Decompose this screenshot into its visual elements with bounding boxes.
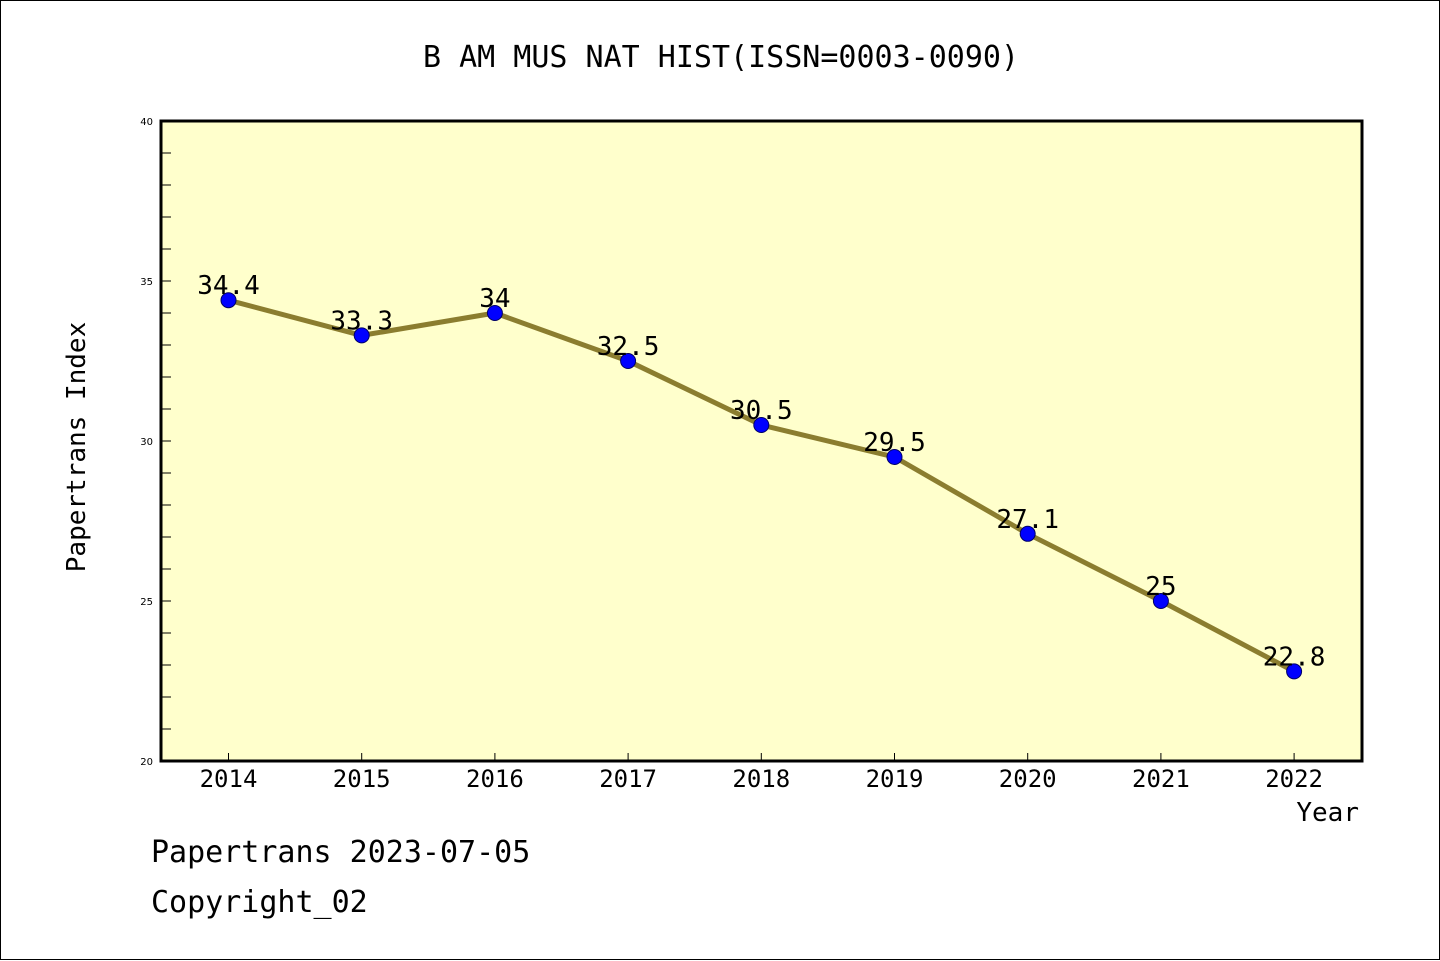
x-tick-label: 2014 — [200, 765, 258, 793]
x-tick-label: 2017 — [599, 765, 657, 793]
y-tick-label: 25 — [140, 597, 153, 608]
x-tick-label: 2021 — [1132, 765, 1190, 793]
x-axis-label: Year — [1296, 798, 1359, 828]
plot-border — [159, 119, 1364, 763]
data-point — [220, 292, 237, 309]
y-minor-ticks — [161, 152, 171, 730]
data-point — [486, 305, 503, 321]
data-label: 22.8 — [1263, 642, 1326, 672]
data-label: 29.5 — [863, 428, 926, 458]
data-label: 34 — [479, 284, 510, 314]
data-labels: 34.4 33.3 34 32.5 30.5 29.5 27.1 25 22.8 — [197, 271, 1325, 672]
data-label: 33.3 — [330, 306, 393, 336]
data-label: 30.5 — [730, 396, 793, 426]
data-point — [1286, 663, 1303, 680]
footer-date: Papertrans 2023-07-05 — [151, 835, 531, 870]
y-tick-label: 40 — [140, 117, 153, 128]
x-tick-label: 2019 — [866, 765, 924, 793]
x-tick-label: 2015 — [333, 765, 391, 793]
data-point — [353, 327, 370, 344]
data-point — [886, 449, 903, 465]
y-tick-labels: 20 25 30 35 40 — [140, 117, 153, 768]
y-tick-label: 30 — [140, 437, 153, 448]
data-point — [1152, 593, 1169, 609]
footer-copyright: Copyright_02 — [151, 885, 368, 920]
x-tick-label: 2022 — [1265, 765, 1323, 793]
y-axis-label: Papertrans Index — [62, 322, 92, 572]
data-label: 34.4 — [197, 271, 260, 301]
data-label: 32.5 — [597, 332, 660, 362]
data-label: 27.1 — [996, 505, 1059, 535]
y-tick-label: 20 — [140, 757, 153, 768]
x-tick-label: 2016 — [466, 765, 524, 793]
data-point — [1019, 525, 1036, 542]
y-tick-label: 35 — [140, 277, 153, 288]
chart-title: B AM MUS NAT HIST(ISSN=0003-0090) — [423, 40, 1019, 75]
x-tick-label: 2020 — [999, 765, 1057, 793]
data-point — [620, 353, 637, 369]
plot-area — [161, 121, 1362, 761]
x-tick-labels: 2014 2015 2016 2017 2018 2019 2020 2021 2022 — [200, 753, 1323, 793]
data-point — [753, 417, 770, 433]
data-markers — [220, 292, 1303, 680]
x-tick-label: 2018 — [732, 765, 790, 793]
data-label: 25 — [1145, 572, 1176, 602]
